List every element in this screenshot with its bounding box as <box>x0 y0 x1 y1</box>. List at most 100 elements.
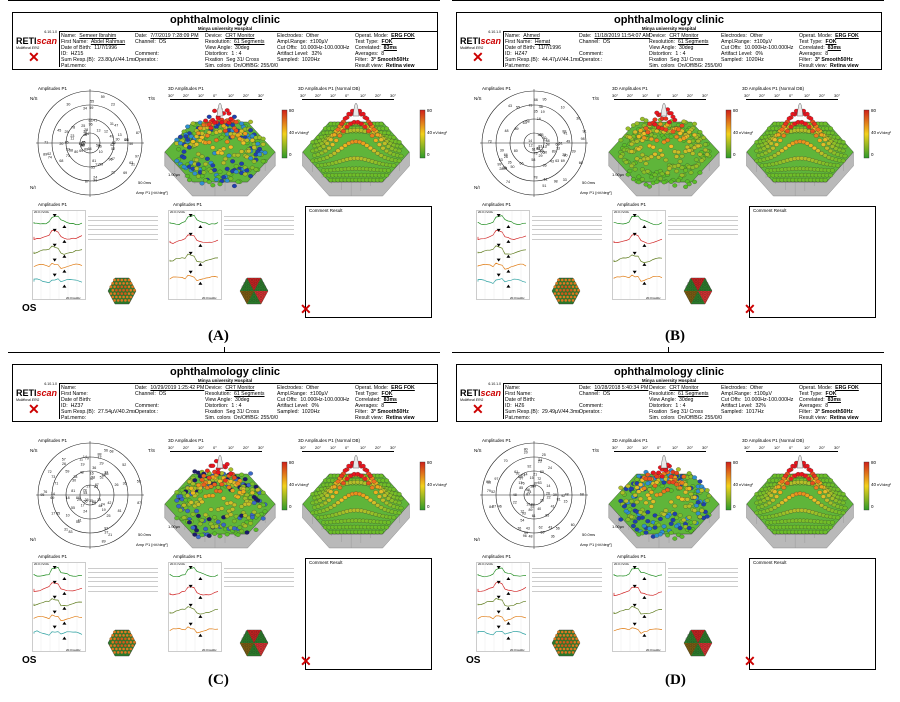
colorbar: 80 40 0 nV/deg² <box>280 460 314 517</box>
degree-tick: 20° <box>627 445 634 450</box>
quadrant-hexagon-icon <box>239 277 269 305</box>
svg-text:26: 26 <box>62 462 66 466</box>
svg-text:54: 54 <box>83 491 87 495</box>
resolution-label: Resolution: <box>649 391 675 397</box>
amp-axis-label: Amp P1 [nV/deg²] <box>580 190 612 195</box>
header-divider <box>59 31 437 32</box>
trace-time-scale: 20.0ms/div <box>510 648 525 652</box>
svg-text:28: 28 <box>84 128 88 132</box>
svg-text:36: 36 <box>543 164 547 168</box>
correlated-label: Correlated: <box>355 397 381 403</box>
degree-tick: 10° <box>198 445 205 450</box>
ampl-range: Ampl.Range: ±100µV <box>277 39 328 45</box>
svg-text:76: 76 <box>43 490 47 494</box>
svg-text:35: 35 <box>503 167 507 171</box>
operator-field: Operator.: <box>579 409 602 415</box>
correlated-value: 83ms <box>827 397 841 403</box>
ampl-range: Ampl.Range: ±100µV <box>721 391 772 397</box>
svg-text:99: 99 <box>81 144 85 148</box>
svg-text:56: 56 <box>104 448 108 452</box>
operator-field-label: Operator.: <box>579 57 603 63</box>
colorbar-tick: 0 <box>871 504 874 509</box>
quadrant-value-table <box>668 564 738 587</box>
cut-offs: Cut Offs: 10.000Hz-100.000Hz <box>277 45 349 51</box>
ampl-range-label: Ampl.Range: <box>721 391 751 397</box>
svg-text:87: 87 <box>534 482 538 486</box>
svg-text:69: 69 <box>50 496 54 500</box>
trace-time-scale: 20.0ms/div <box>66 648 81 652</box>
colorbar-tick: 80 <box>289 108 295 113</box>
patient-memo: Pat.memo: <box>505 63 530 69</box>
cut-offs: Cut Offs: 10.000Hz-100.000Hz <box>721 397 793 403</box>
comment-result-box: Comment Result <box>749 206 876 318</box>
ts-label: T/S <box>148 96 156 101</box>
degree-tick: 20° <box>819 93 826 98</box>
svg-text:33: 33 <box>104 470 108 474</box>
degree-tick: 30° <box>168 445 175 450</box>
svg-text:40: 40 <box>92 500 96 504</box>
date-of-birth: Date of Birth: <box>61 397 94 403</box>
degree-axis <box>170 99 262 100</box>
sim-colors-label: Sim. colors <box>205 63 231 69</box>
exam-date-label: Date: <box>579 33 592 39</box>
correlated-value: 83ms <box>827 45 841 51</box>
test-type-value: FOK <box>381 39 393 45</box>
degree-axis <box>614 99 706 100</box>
svg-text:47: 47 <box>114 124 118 128</box>
sampled-rate: Sampled: 1020Hz <box>277 409 320 415</box>
brand-subtitle: Multifocal ERG <box>460 46 484 50</box>
filter-label: Filter: <box>799 409 812 415</box>
sum-response-label: Sum Resp.(B): <box>61 57 96 63</box>
view-angle-value: 30deg <box>679 397 694 403</box>
patient-name: Name: Semeer Ibrahim <box>61 33 116 39</box>
filter: Filter: 3° Smooth50Hz <box>799 57 853 63</box>
patient-memo: Pat.memo: <box>61 63 86 69</box>
ni-label: N/I <box>474 185 480 190</box>
degree-tick: 30° <box>168 93 175 98</box>
surface-3d-amplitudes <box>164 454 276 549</box>
surface-plot-title: 3D Amplitudes P1 <box>168 438 204 443</box>
surface-3d-amplitudes <box>164 102 276 197</box>
svg-text:73: 73 <box>534 152 538 156</box>
polar-amplitude-map: 2297924481601985265943139866436787488039… <box>480 441 588 549</box>
svg-text:23: 23 <box>70 134 74 138</box>
svg-text:55: 55 <box>540 133 544 137</box>
svg-text:49: 49 <box>110 134 114 138</box>
artifact-level-value: 32% <box>311 51 322 57</box>
svg-text:79: 79 <box>85 456 89 460</box>
svg-text:69: 69 <box>123 171 127 175</box>
date-of-birth-label: Date of Birth: <box>61 397 92 403</box>
degree-axis <box>302 451 394 452</box>
colorbar-tick: 80 <box>427 108 433 113</box>
result-view-label: Result view: <box>355 63 383 69</box>
svg-text:26: 26 <box>98 145 102 149</box>
svg-text:96: 96 <box>89 122 93 126</box>
degree-tick: 0° <box>789 445 793 450</box>
svg-text:89: 89 <box>529 508 533 512</box>
svg-text:89: 89 <box>43 153 47 157</box>
sum-response: Sum Resp.(B): 29.49µV/44.3ms <box>505 409 580 415</box>
svg-text:59: 59 <box>541 530 545 534</box>
test-type-label: Test Type: <box>355 391 379 397</box>
trace-title-quadrants: Amplitudes P1 <box>173 554 203 559</box>
ring-hexagon-icon <box>107 629 137 657</box>
svg-text:23: 23 <box>111 102 115 106</box>
svg-text:97: 97 <box>81 143 85 147</box>
degree-tick: 0° <box>213 445 217 450</box>
date-of-birth-label: Date of Birth: <box>505 397 536 403</box>
svg-text:41: 41 <box>78 519 82 523</box>
svg-text:70: 70 <box>542 136 546 140</box>
sum-response: Sum Resp.(B): 44.47µV/44.1ms <box>505 57 580 63</box>
svg-text:21: 21 <box>533 473 537 477</box>
degree-tick: 30° <box>390 93 397 98</box>
svg-text:48: 48 <box>513 493 517 497</box>
svg-text:81: 81 <box>71 489 75 493</box>
svg-text:45: 45 <box>57 128 61 132</box>
degree-tick: 10° <box>774 445 781 450</box>
trace-top-scale: 20.0 nV/div <box>478 210 494 214</box>
patient-memo-label: Pat.memo: <box>505 63 531 69</box>
svg-text:21: 21 <box>93 179 97 183</box>
degree-tick: 30° <box>612 445 619 450</box>
patient-first-name-value: Hemat <box>534 39 551 45</box>
quadrant-traces <box>168 210 222 300</box>
